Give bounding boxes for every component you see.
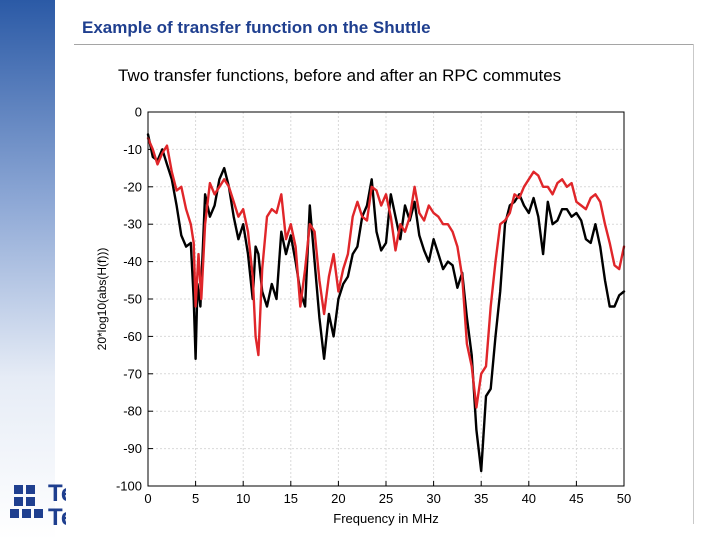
x-axis-label: Frequency in MHz [333, 511, 438, 526]
plot-frame [147, 111, 625, 487]
y-tick-label: -60 [123, 329, 142, 344]
y-axis-label: 20*log10(abs(H(f))) [95, 248, 109, 351]
y-tick-labels: 0 -10 -20 -30 -40 -50 -60 -70 -80 -90 -100 [116, 105, 142, 494]
x-tick-label: 30 [426, 491, 440, 506]
x-tick-label: 50 [617, 491, 631, 506]
x-tick-label: 5 [192, 491, 199, 506]
x-tick-label: 45 [569, 491, 583, 506]
y-tick-label: -40 [123, 254, 142, 269]
y-tick-label: -30 [123, 217, 142, 232]
y-tick-label: -50 [123, 292, 142, 307]
slide-subtitle: Two transfer functions, before and after… [118, 66, 562, 85]
x-tick-label: 25 [379, 491, 393, 506]
series-line-black [146, 133, 626, 473]
title-rule [74, 44, 694, 45]
y-tick-label: -80 [123, 404, 142, 419]
y-tick-label: 0 [135, 105, 142, 120]
slide-title: Example of transfer function on the Shut… [82, 18, 431, 37]
x-tick-label: 0 [144, 491, 151, 506]
y-tick-label: -100 [116, 479, 142, 494]
sidebar-gradient [0, 0, 55, 540]
company-logo-icon [10, 485, 43, 518]
x-tick-label: 15 [284, 491, 298, 506]
x-tick-labels: 0 5 10 15 20 25 30 35 40 45 50 [144, 491, 631, 506]
x-tick-label: 40 [522, 491, 536, 506]
y-tick-label: -90 [123, 441, 142, 456]
x-tick-label: 35 [474, 491, 488, 506]
y-tick-label: -10 [123, 142, 142, 157]
x-tick-label: 20 [331, 491, 345, 506]
series-line-red [146, 136, 626, 409]
right-rule [693, 44, 694, 524]
y-tick-label: -20 [123, 179, 142, 194]
x-tick-label: 10 [236, 491, 250, 506]
y-tick-label: -70 [123, 366, 142, 381]
series-group [146, 133, 626, 473]
logo-cover [66, 470, 96, 540]
